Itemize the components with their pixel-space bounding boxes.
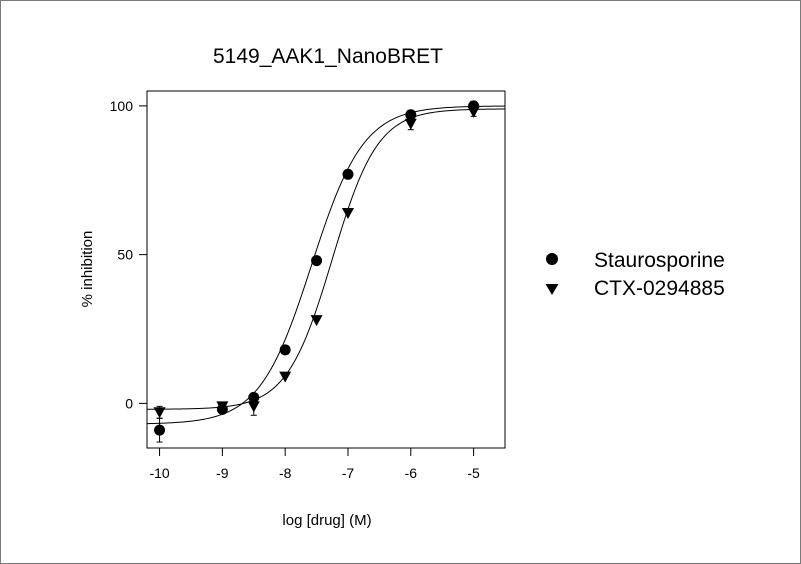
data-points [153,100,480,436]
legend-item-staurosporine: Staurosporine [546,249,725,272]
legend-item-ctx-0294885: CTX-0294885 [545,277,725,300]
legend-marker-triangle [545,284,559,295]
data-point-circle [248,391,260,403]
data-point-circle [342,168,354,180]
y-tick-label: 0 [125,395,133,411]
x-tick-label: -7 [342,465,355,481]
y-axis-ticks: 0 50 100 [110,98,147,411]
x-tick-label: -5 [467,465,480,481]
plot-frame [146,90,506,449]
data-point-triangle [341,207,354,219]
fit-curves [146,105,506,425]
legend-label-ctx-0294885: CTX-0294885 [594,277,725,300]
data-point-triangle [310,315,323,327]
data-point-triangle [216,401,229,413]
chart-title: 5149_AAK1_NanoBRET [213,45,443,68]
legend-marker-circle [546,253,558,265]
data-point-triangle [153,407,166,419]
error-bars [156,100,477,443]
y-tick-label: 100 [110,98,134,114]
data-point-triangle [467,106,480,118]
data-point-triangle [279,371,292,383]
x-axis-label: log [drug] (M) [282,512,371,529]
legend-label-staurosporine: Staurosporine [594,249,725,272]
legend: Staurosporine CTX-0294885 [545,249,725,300]
x-tick-label: -9 [216,465,229,481]
y-tick-label: 50 [117,247,133,263]
data-point-circle [311,255,323,267]
y-axis-label: % inhibition [79,231,96,308]
data-point-circle [154,424,166,436]
fit-curve-staurosporine [146,105,506,425]
data-point-circle [279,344,291,356]
x-axis-ticks: -10 -9 -8 -7 -6 -5 [149,448,480,481]
fit-curve-ctx-0294885 [146,108,506,410]
data-point-triangle [247,401,260,413]
x-tick-label: -10 [149,465,169,481]
x-tick-label: -6 [405,465,418,481]
data-point-circle [405,109,417,121]
data-point-triangle [404,118,417,130]
x-tick-label: -8 [279,465,292,481]
